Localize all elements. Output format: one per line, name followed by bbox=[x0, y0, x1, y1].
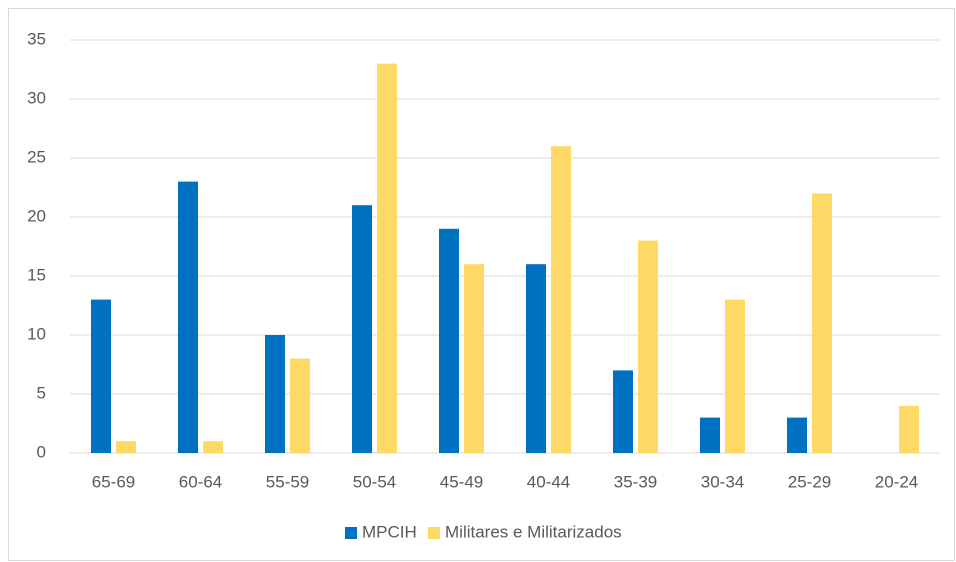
bar bbox=[265, 335, 285, 453]
bar bbox=[178, 181, 198, 453]
y-tick-label: 10 bbox=[27, 324, 46, 343]
bar bbox=[526, 264, 546, 453]
x-tick-label: 60-64 bbox=[179, 472, 222, 491]
y-tick-label: 20 bbox=[27, 206, 46, 225]
y-tick-label: 30 bbox=[27, 88, 46, 107]
x-tick-label: 65-69 bbox=[92, 472, 135, 491]
bar bbox=[464, 264, 484, 453]
bar bbox=[700, 417, 720, 453]
legend-swatch bbox=[345, 527, 357, 539]
x-tick-label: 20-24 bbox=[875, 472, 918, 491]
bar bbox=[203, 441, 223, 453]
legend-swatch bbox=[428, 527, 440, 539]
x-tick-label: 55-59 bbox=[266, 472, 309, 491]
x-tick-label: 25-29 bbox=[788, 472, 831, 491]
bar bbox=[812, 193, 832, 453]
y-tick-label: 5 bbox=[37, 383, 46, 402]
x-tick-label: 45-49 bbox=[440, 472, 483, 491]
bar bbox=[551, 146, 571, 453]
bar bbox=[787, 417, 807, 453]
y-tick-label: 35 bbox=[27, 29, 46, 48]
legend-label: MPCIH bbox=[362, 522, 417, 541]
bar bbox=[725, 299, 745, 453]
x-tick-label: 30-34 bbox=[701, 472, 744, 491]
x-tick-label: 40-44 bbox=[527, 472, 570, 491]
bar bbox=[377, 63, 397, 453]
bar bbox=[116, 441, 136, 453]
bar bbox=[613, 370, 633, 453]
bar bbox=[439, 228, 459, 453]
y-tick-label: 0 bbox=[37, 442, 46, 461]
x-tick-label: 35-39 bbox=[614, 472, 657, 491]
bar bbox=[91, 299, 111, 453]
bar bbox=[899, 405, 919, 453]
y-tick-label: 25 bbox=[27, 147, 46, 166]
y-tick-label: 15 bbox=[27, 265, 46, 284]
x-tick-label: 50-54 bbox=[353, 472, 396, 491]
bar bbox=[290, 358, 310, 453]
bar bbox=[638, 240, 658, 453]
bar bbox=[352, 205, 372, 453]
legend-label: Militares e Militarizados bbox=[445, 522, 622, 541]
